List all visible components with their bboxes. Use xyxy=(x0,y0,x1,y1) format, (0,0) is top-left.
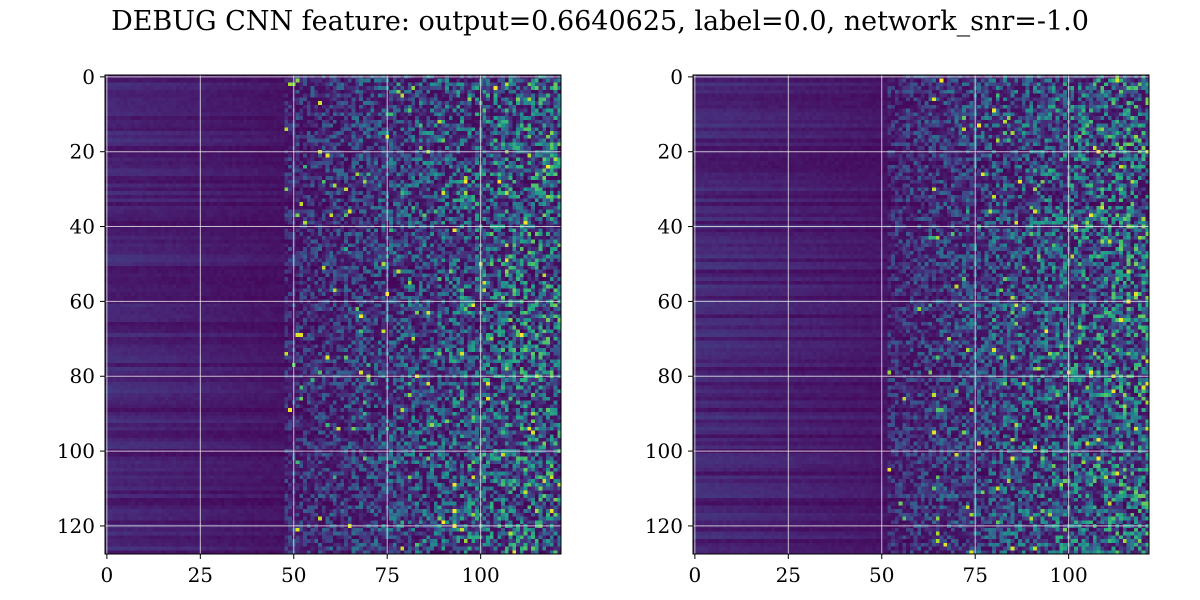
y-tick-label: 20 xyxy=(70,140,95,164)
x-tick-label: 25 xyxy=(776,563,801,587)
x-tick-label: 50 xyxy=(281,563,306,587)
x-tick-label: 50 xyxy=(869,563,894,587)
x-tick-label: 75 xyxy=(374,563,399,587)
axes-frame xyxy=(692,74,1150,555)
x-tick-label: 100 xyxy=(1050,563,1088,587)
x-tick-label: 0 xyxy=(101,563,114,587)
y-tick-label: 20 xyxy=(658,140,683,164)
y-tick-label: 80 xyxy=(70,364,95,388)
heatmap-panel-right: 0 25 50 75 100 0 20 40 60 80 100 120 xyxy=(645,65,1150,587)
x-tick-label: 0 xyxy=(689,563,702,587)
x-tick-label: 25 xyxy=(188,563,213,587)
y-tick-label: 0 xyxy=(82,65,95,89)
x-tick-label: 75 xyxy=(962,563,987,587)
y-tick-label: 120 xyxy=(57,514,95,538)
y-tick-label: 60 xyxy=(70,289,95,313)
heatmap-cells xyxy=(105,75,561,554)
y-tick-label: 120 xyxy=(645,514,683,538)
axes-frame xyxy=(104,74,562,555)
heatmap-cells xyxy=(693,75,1149,554)
y-tick-label: 60 xyxy=(658,289,683,313)
y-tick-label: 0 xyxy=(670,65,683,89)
y-tick-label: 100 xyxy=(57,439,95,463)
y-tick-label: 40 xyxy=(70,215,95,239)
y-tick-label: 80 xyxy=(658,364,683,388)
x-tick-label: 100 xyxy=(462,563,500,587)
y-tick-label: 100 xyxy=(645,439,683,463)
heatmap-panel-left: 0 25 50 75 100 0 20 40 60 80 100 120 xyxy=(57,65,562,587)
figure-title: DEBUG CNN feature: output=0.6640625, lab… xyxy=(111,6,1089,37)
y-tick-label: 40 xyxy=(658,215,683,239)
